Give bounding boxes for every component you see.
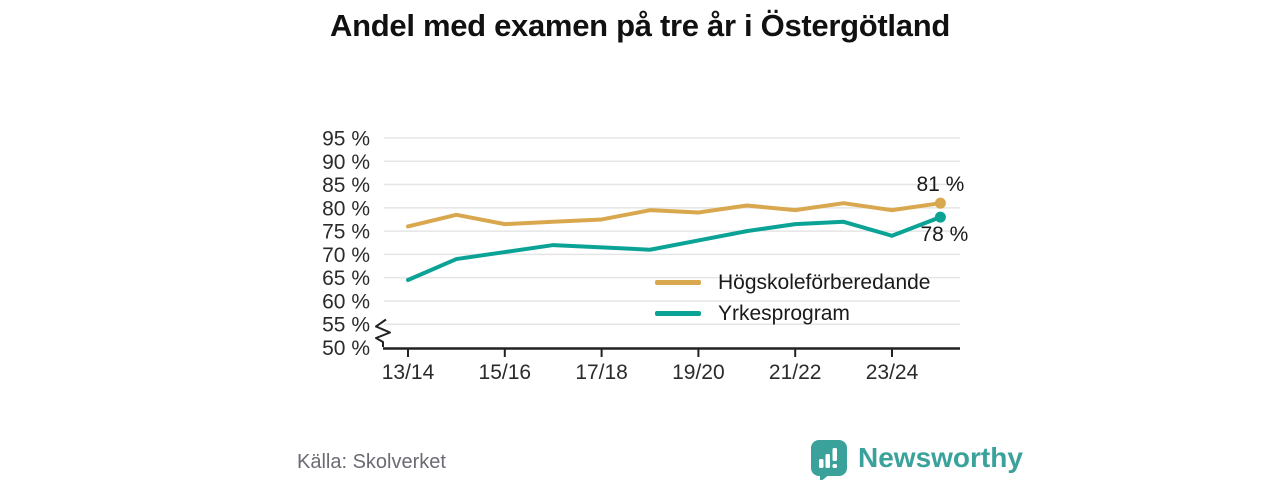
legend-swatch-hogskoleforberedande bbox=[655, 280, 701, 285]
series-end-label-hogskoleforberedande: 81 % bbox=[916, 173, 964, 196]
series-end-dot-hogskoleforberedande bbox=[934, 197, 946, 209]
source-caption: Källa: Skolverket bbox=[297, 451, 446, 473]
legend-label-yrkesprogram: Yrkesprogram bbox=[718, 301, 850, 325]
series-line-hogskoleforberedande bbox=[406, 201, 943, 229]
x-tick-label: 19/20 bbox=[672, 361, 725, 384]
series-end-label-yrkesprogram: 78 % bbox=[920, 223, 968, 246]
y-tick-label: 65 % bbox=[322, 267, 370, 290]
y-tick-label: 70 % bbox=[322, 244, 370, 267]
y-tick-label: 50 % bbox=[322, 337, 370, 360]
newsworthy-logo: Newsworthy bbox=[810, 438, 1023, 480]
chart-title: Andel med examen på tre år i Östergötlan… bbox=[330, 8, 950, 43]
x-tick-label: 21/22 bbox=[769, 361, 822, 384]
legend-item-yrkesprogram: Yrkesprogram bbox=[655, 298, 930, 329]
y-tick-label: 60 % bbox=[322, 290, 370, 313]
newsworthy-wordmark: Newsworthy bbox=[858, 442, 1023, 473]
y-tick-label: 80 % bbox=[322, 197, 370, 220]
legend-label-hogskoleforberedande: Högskoleförberedande bbox=[718, 270, 931, 294]
legend-item-hogskoleforberedande: Högskoleförberedande bbox=[655, 267, 930, 298]
x-tick-label: 23/24 bbox=[866, 361, 919, 384]
x-tick-label: 17/18 bbox=[575, 361, 628, 384]
x-tick-label: 15/16 bbox=[479, 361, 532, 384]
series-end-dot-yrkesprogram bbox=[934, 211, 946, 223]
y-tick-label: 75 % bbox=[322, 221, 370, 244]
x-tick-label: 13/14 bbox=[382, 361, 435, 384]
legend-swatch-yrkesprogram bbox=[655, 311, 701, 316]
y-tick-label: 55 % bbox=[322, 314, 370, 337]
y-tick-label: 90 % bbox=[322, 151, 370, 174]
y-tick-label: 85 % bbox=[322, 174, 370, 197]
chart-legend: Högskoleförberedande Yrkesprogram bbox=[655, 267, 930, 329]
newsworthy-bubble-icon bbox=[811, 440, 847, 480]
axis-break-icon bbox=[375, 318, 391, 347]
y-tick-label: 95 % bbox=[322, 128, 370, 151]
series-line-yrkesprogram bbox=[406, 215, 943, 282]
